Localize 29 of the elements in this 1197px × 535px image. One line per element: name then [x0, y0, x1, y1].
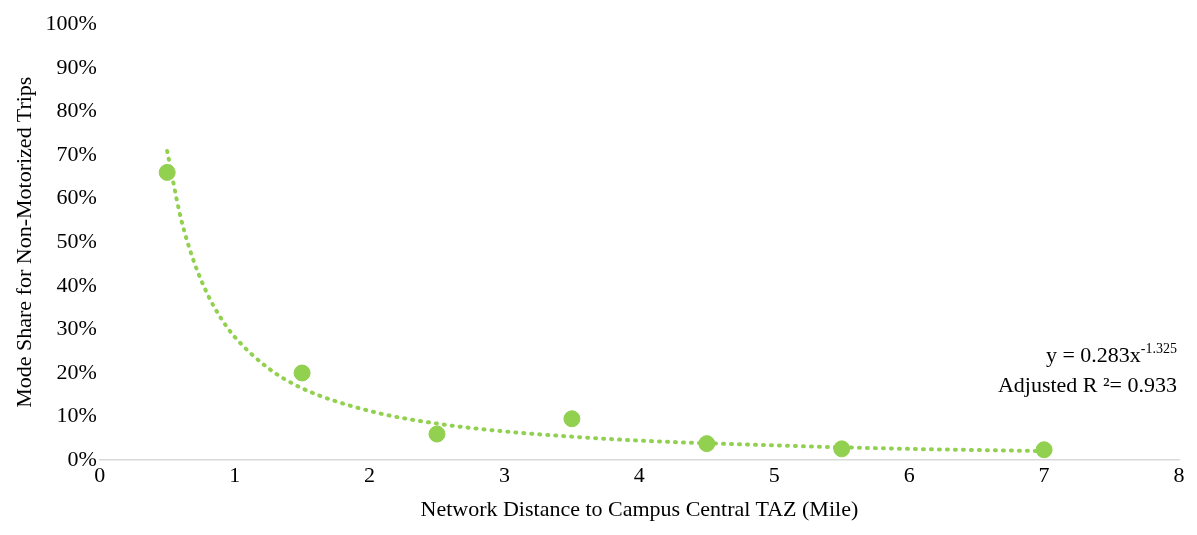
y-tick-label: 30%	[56, 315, 97, 341]
y-axis-title: Mode Share for Non-Motorized Trips	[10, 76, 36, 408]
annotation: Adjusted R ²= 0.933	[997, 372, 1178, 398]
y-tick-label: 40%	[56, 271, 97, 297]
x-tick-label: 6	[903, 462, 915, 488]
point	[1035, 441, 1053, 459]
x-tick-label: 3	[498, 462, 510, 488]
point	[428, 425, 446, 443]
x-axis-title: Network Distance to Campus Central TAZ (Mile)	[420, 495, 859, 521]
y-tick-label: 50%	[56, 227, 97, 253]
x-tick-label: 5	[768, 462, 780, 488]
point	[833, 440, 851, 458]
y-tick-label: 0%	[67, 445, 97, 471]
point	[158, 163, 176, 181]
point	[293, 364, 311, 382]
point	[698, 435, 716, 453]
x-tick-label: 8	[1173, 462, 1185, 488]
x-tick-label: 4	[633, 462, 645, 488]
point	[563, 410, 581, 428]
y-tick-label: 10%	[56, 402, 97, 428]
x-tick-label: 7	[1038, 462, 1050, 488]
y-tick-label: 20%	[56, 358, 97, 384]
y-tick-label: 90%	[56, 53, 97, 79]
y-tick-label: 100%	[45, 9, 97, 35]
y-tick-label: 80%	[56, 97, 97, 123]
y-tick-label: 70%	[56, 140, 97, 166]
x-tick-label: 1	[229, 462, 241, 488]
y-tick-label: 60%	[56, 184, 97, 210]
x-tick-label: 2	[364, 462, 376, 488]
